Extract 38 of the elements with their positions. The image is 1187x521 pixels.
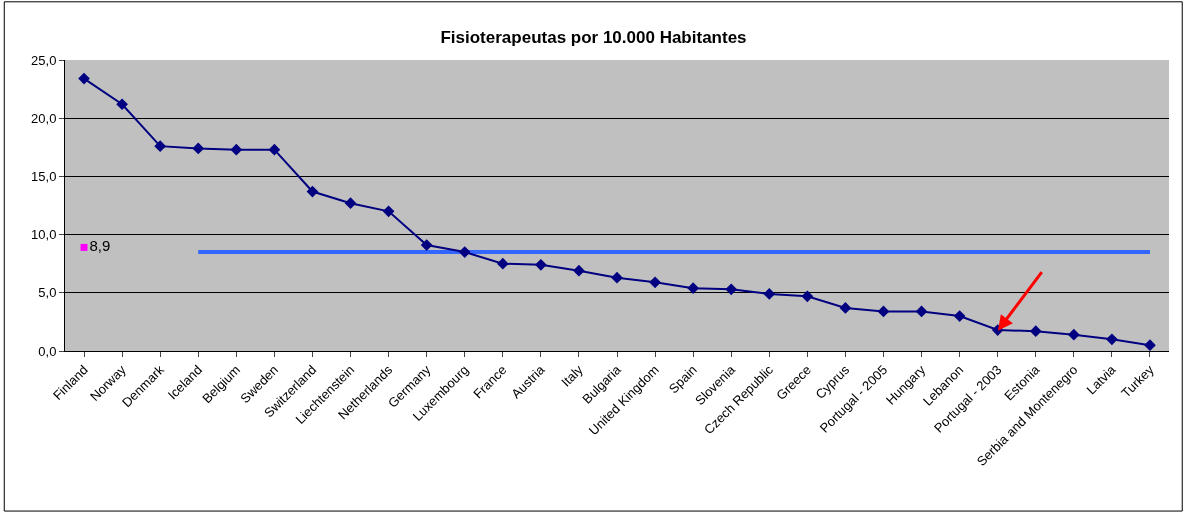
point	[116, 98, 128, 111]
y-tick-label: 0,0	[38, 343, 57, 359]
point	[763, 288, 776, 300]
point	[1029, 325, 1042, 338]
point	[458, 246, 471, 258]
point	[611, 271, 623, 284]
point	[306, 185, 319, 198]
point	[801, 290, 814, 303]
point	[344, 197, 357, 210]
data-label: 8,9	[89, 237, 111, 255]
y-tick-label: 15,0	[31, 168, 57, 184]
point	[420, 239, 433, 251]
point	[649, 276, 661, 289]
point	[230, 143, 243, 156]
point	[725, 283, 738, 296]
point	[80, 243, 88, 251]
point	[953, 310, 966, 322]
point	[687, 282, 699, 294]
point	[1144, 339, 1156, 352]
point	[154, 140, 167, 152]
x-tick-label: Italy	[558, 361, 586, 390]
y-tick-label: 10,0	[31, 227, 57, 243]
point	[915, 305, 928, 318]
chart-title: Fisioterapeutas por 10.000 Habitantes	[440, 28, 747, 48]
point	[78, 72, 90, 85]
point	[573, 264, 585, 277]
point	[877, 305, 890, 318]
point	[268, 143, 281, 156]
y-tick-label: 25,0	[31, 52, 57, 68]
y-tick-label: 5,0	[38, 285, 57, 301]
point	[496, 257, 509, 270]
point	[1106, 333, 1118, 346]
y-tick-label: 20,0	[31, 110, 57, 126]
point	[839, 302, 852, 314]
point	[1067, 328, 1080, 341]
point	[535, 259, 547, 271]
point	[382, 205, 395, 218]
point	[192, 142, 205, 155]
